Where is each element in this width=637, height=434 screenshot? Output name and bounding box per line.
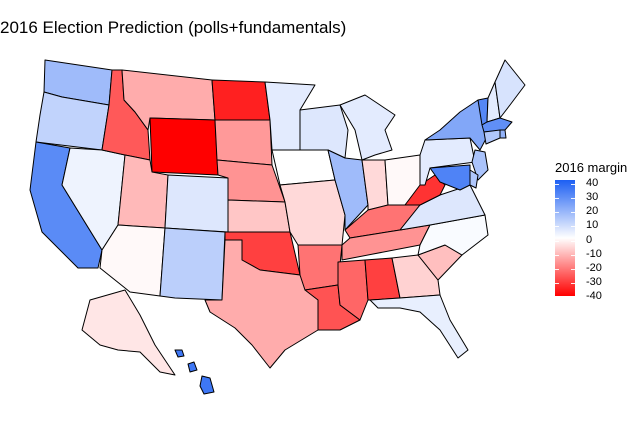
legend-tick-mark	[555, 282, 559, 284]
state-mi	[339, 94, 396, 161]
state-ks	[227, 199, 291, 233]
state-fl	[369, 294, 469, 359]
state-wi	[299, 104, 349, 159]
state-me	[494, 59, 526, 119]
state-ri	[499, 129, 507, 139]
state-sd	[214, 119, 273, 166]
legend-colorbar	[555, 180, 575, 296]
map-title: 2016 Election Prediction (polls+fundamen…	[0, 18, 347, 37]
legend-tick-label: -20	[586, 261, 602, 274]
legend-tick-mark	[571, 240, 575, 242]
legend-tick-mark	[571, 254, 575, 256]
legend-tick-label: 0	[586, 233, 593, 246]
legend-tick-label: -10	[586, 247, 602, 260]
state-ct	[483, 129, 501, 145]
state-ar	[297, 244, 343, 291]
legend-tick-label: 20	[586, 205, 599, 218]
state-ga	[391, 254, 441, 299]
state-ak	[81, 289, 176, 376]
state-nj	[471, 149, 489, 181]
state-il	[327, 149, 369, 231]
legend-tick-mark	[555, 254, 559, 256]
state-wy	[149, 117, 219, 176]
legend-tick-mark	[571, 184, 575, 185]
legend-tick-mark	[555, 226, 559, 228]
legend-title: 2016 margin	[555, 160, 628, 175]
legend-tick-mark	[555, 268, 559, 270]
legend-tick-label: 30	[586, 191, 599, 204]
legend-tick-label: -30	[586, 275, 602, 288]
state-ia	[271, 149, 336, 186]
legend-tick-mark	[555, 297, 559, 298]
state-md	[429, 164, 471, 191]
legend-tick-mark	[571, 297, 575, 298]
legend-tick-label: 10	[586, 219, 599, 232]
legend-tick-mark	[571, 268, 575, 270]
state-nm	[159, 227, 226, 301]
legend-tick-mark	[555, 198, 559, 200]
legend-tick-mark	[571, 282, 575, 284]
state-hi	[174, 349, 215, 395]
legend-tick-mark	[555, 184, 559, 185]
legend-tick-label: -40	[586, 290, 602, 302]
legend-tick-mark	[555, 240, 559, 242]
legend-tick-mark	[571, 198, 575, 200]
legend-tick-mark	[571, 226, 575, 228]
legend-tick-mark	[571, 212, 575, 214]
legend-tick-mark	[555, 212, 559, 214]
state-nd	[211, 79, 271, 121]
legend-tick-label: 40	[586, 177, 599, 189]
state-co	[164, 174, 229, 233]
